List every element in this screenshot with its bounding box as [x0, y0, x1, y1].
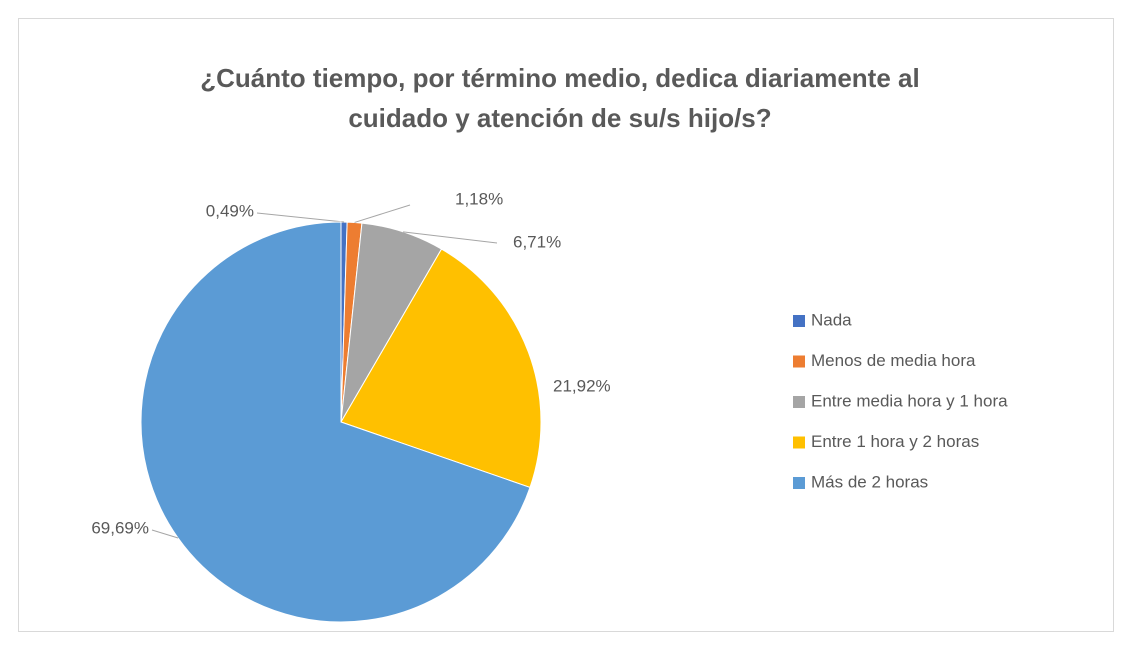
leader-line	[256, 212, 345, 223]
legend-swatch	[793, 477, 805, 489]
legend-label: Menos de media hora	[811, 351, 976, 370]
data-label: 1,18%	[455, 189, 503, 208]
leader-line	[354, 204, 411, 223]
chart-title-line: ¿Cuánto tiempo, por término medio, dedic…	[200, 63, 919, 93]
legend-label: Entre media hora y 1 hora	[811, 391, 1008, 410]
legend-swatch	[793, 355, 805, 368]
data-label: 6,71%	[513, 232, 561, 251]
data-label: 0,49%	[206, 201, 254, 220]
legend-swatch	[793, 315, 805, 327]
legend-label: Entre 1 hora y 2 horas	[811, 432, 979, 451]
leader-line	[403, 231, 498, 244]
legend-swatch	[793, 436, 805, 449]
data-label: 21,92%	[553, 376, 611, 395]
data-label: 69,69%	[91, 518, 149, 537]
leader-line	[151, 529, 179, 539]
chart-title-line: cuidado y atención de su/s hijo/s?	[348, 103, 771, 133]
legend-label: Nada	[811, 310, 852, 329]
pie-slice	[340, 248, 542, 489]
legend-swatch	[793, 396, 805, 408]
pie-slice	[140, 221, 531, 623]
legend-label: Más de 2 horas	[811, 472, 928, 491]
